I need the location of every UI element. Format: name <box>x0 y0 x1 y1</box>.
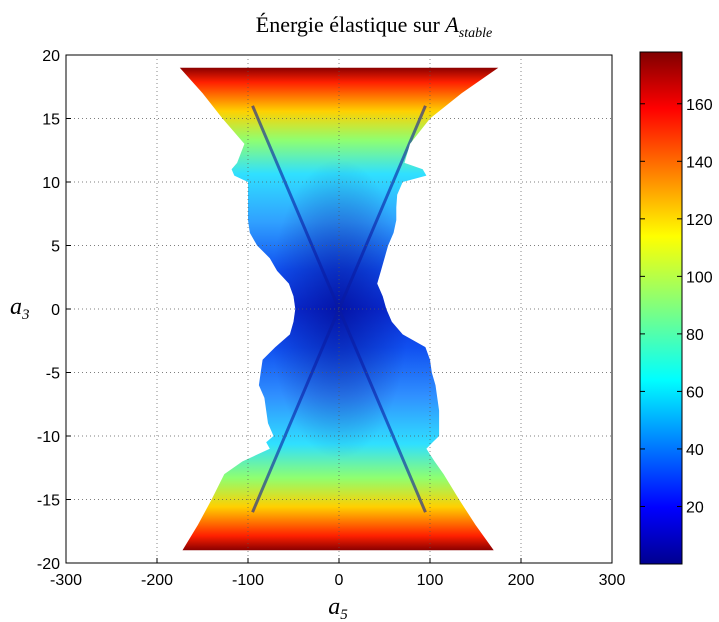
y-axis-label: a3 <box>10 294 30 323</box>
colorbar-tick-label: 40 <box>686 442 704 459</box>
x-axis-label: a5 <box>328 594 348 622</box>
x-tick-label: 0 <box>335 572 344 589</box>
colorbar-tick-label: 20 <box>686 499 704 516</box>
colorbar: 20 40 60 80 100 120 140 160 <box>639 51 713 565</box>
x-tick-label: 200 <box>508 572 535 589</box>
y-tick-label: -10 <box>37 429 60 446</box>
y-tick-label: 15 <box>42 112 60 129</box>
y-tick-label: -5 <box>46 366 60 383</box>
y-tick-label: 20 <box>42 48 60 65</box>
y-axis-ticks: -20 -15 -10 -5 0 5 10 15 20 <box>37 48 71 573</box>
colorbar-gradient <box>639 51 683 565</box>
y-tick-label: 5 <box>51 239 60 256</box>
colorbar-ticks: 20 40 60 80 100 120 140 160 <box>640 97 713 516</box>
x-tick-label: 300 <box>599 572 626 589</box>
colorbar-tick-label: 100 <box>686 269 713 286</box>
y-tick-label: 10 <box>42 175 60 192</box>
plot-area: -300 -200 -100 0 100 200 300 -20 -15 -10 -5 0 5 10 15… <box>37 48 626 589</box>
colorbar-tick-label: 160 <box>686 97 713 114</box>
y-tick-label: -20 <box>37 556 60 573</box>
colorbar-tick-label: 60 <box>686 384 704 401</box>
x-tick-label: 100 <box>417 572 444 589</box>
x-tick-label: -200 <box>141 572 173 589</box>
x-tick-label: -100 <box>232 572 264 589</box>
x-axis-ticks: -300 -200 -100 0 100 200 300 <box>50 558 625 589</box>
x-tick-label: -300 <box>50 572 82 589</box>
colorbar-tick-label: 120 <box>686 212 713 229</box>
colorbar-tick-label: 140 <box>686 154 713 171</box>
y-tick-label: -15 <box>37 493 60 510</box>
colorbar-tick-label: 80 <box>686 327 704 344</box>
y-tick-label: 0 <box>51 302 60 319</box>
chart-title: Énergie élastique sur Astable <box>256 12 493 41</box>
